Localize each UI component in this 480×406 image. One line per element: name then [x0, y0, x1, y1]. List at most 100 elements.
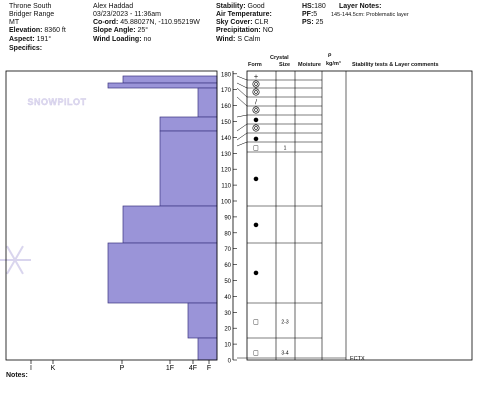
depth-hoar-icon — [252, 124, 260, 132]
depth-hoar-icon — [252, 80, 260, 88]
crystal-form: ● — [253, 270, 258, 277]
elevation: Elevation: 8360 ft — [9, 27, 66, 34]
crystal-form: □ — [253, 145, 259, 152]
layer-connector — [236, 82, 248, 89]
specifics-label: Specifics: — [9, 45, 43, 52]
hardness-label: I — [30, 365, 32, 372]
depth-label: 30 — [224, 311, 231, 317]
datetime: 03/23/2023 - 11:36am — [93, 11, 161, 18]
crystal-form: ● — [253, 117, 258, 124]
crystal-form: □ — [253, 350, 259, 357]
crystal-form: / — [255, 99, 258, 106]
depth-label: 10 — [224, 343, 231, 349]
crystal-form: ● — [253, 222, 258, 229]
depth-label: 40 — [224, 295, 231, 301]
depth-label: 20 — [224, 327, 231, 333]
hardness-bar — [107, 82, 218, 89]
rho-header: ρ — [328, 52, 332, 58]
layer-connector — [236, 87, 248, 98]
range: Bridger Range — [9, 11, 55, 18]
observer: Alex Haddad — [93, 3, 134, 10]
depth-hoar-icon — [252, 88, 260, 96]
crystal-size: 1 — [284, 146, 287, 152]
hs: HS:180 — [302, 3, 326, 10]
notes-label: Notes: — [6, 372, 28, 379]
hardness-bar — [122, 75, 218, 84]
state: MT — [9, 19, 20, 26]
depth-hoar-inner — [254, 90, 258, 94]
depth-label: 180 — [221, 72, 232, 78]
layer-connector — [236, 123, 248, 132]
slope-angle: Slope Angle: 25° — [93, 27, 149, 34]
depth-label: 90 — [224, 215, 231, 221]
crystal-size: 3-4 — [281, 351, 288, 357]
air-temperature: Air Temperature: — [216, 11, 272, 18]
crystal-size: 2-3 — [281, 320, 288, 326]
hardness-bar — [122, 205, 218, 244]
hardness-label: F — [207, 365, 211, 372]
hardness-bar — [187, 302, 218, 339]
depth-label: 150 — [221, 120, 232, 126]
hardness-label: 1F — [166, 365, 174, 372]
crystal-form: ● — [253, 136, 258, 143]
depth-label: 60 — [224, 263, 231, 269]
depth-hoar-inner — [254, 126, 258, 130]
hardness-label: 4F — [189, 365, 197, 372]
layer-connector — [236, 75, 248, 81]
pf: PF:5 — [302, 11, 318, 18]
depth-label: 80 — [224, 231, 231, 237]
coordinates: Co-ord: 45.88027N, -110.95219W — [93, 19, 200, 26]
snowflake-icon — [0, 245, 31, 275]
watermark-text: SNOWPILOT — [28, 97, 87, 107]
crystal-table-frame — [246, 70, 473, 361]
hardness-bar — [197, 87, 218, 118]
snowflake-arm — [6, 245, 24, 275]
layer-connector — [236, 114, 248, 118]
precipitation: Precipitation: NO — [216, 27, 274, 34]
stability-test-label: ECTX — [350, 356, 365, 362]
layer-connector — [236, 96, 248, 107]
layer-note: 145-144.5cm: Problematic layer — [331, 12, 409, 18]
depth-label: 110 — [221, 184, 231, 190]
hardness-label: P — [120, 365, 125, 372]
depth-hoar-icon — [252, 106, 260, 114]
hardness-bar — [107, 242, 218, 304]
depth-label: 160 — [221, 104, 232, 110]
density-unit-header: kg/m³ — [326, 61, 341, 67]
stability-tests-header: Stability tests & Layer comments — [352, 62, 439, 68]
hardness-bar — [159, 130, 218, 207]
depth-label: 100 — [221, 200, 232, 206]
crystal-form: ● — [253, 176, 258, 183]
hardness-frame — [5, 70, 218, 361]
hardness-bar — [197, 337, 218, 361]
size-header: Size — [279, 62, 291, 68]
wind-loading: Wind Loading: no — [93, 36, 152, 43]
crystal-form: + — [253, 74, 258, 81]
layer-connector — [236, 141, 248, 147]
depth-hoar-inner — [254, 82, 258, 86]
depth-label: 0 — [228, 359, 232, 365]
layer-notes-label: Layer Notes: — [339, 3, 382, 10]
sky-cover: Sky Cover: CLR — [216, 19, 269, 26]
ps: PS: 25 — [302, 19, 324, 26]
depth-hoar-inner — [254, 108, 258, 112]
depth-hoar-outer — [252, 88, 260, 96]
depth-label: 140 — [221, 136, 232, 142]
depth-label: 170 — [221, 88, 232, 94]
location: Throne South — [9, 3, 52, 10]
moisture-header: Moisture — [298, 62, 321, 68]
depth-hoar-outer — [252, 106, 260, 114]
stability: Stability: Good — [216, 3, 265, 10]
wind: Wind: S Calm — [216, 36, 261, 43]
depth-label: 70 — [224, 247, 231, 253]
crystal-form: □ — [253, 319, 259, 326]
form-header: Form — [248, 62, 262, 68]
crystal-header: Crystal — [270, 55, 289, 61]
depth-label: 50 — [224, 279, 231, 285]
aspect: Aspect: 191° — [9, 36, 52, 43]
hardness-label: K — [51, 365, 56, 372]
depth-label: 120 — [221, 168, 232, 174]
hardness-bar — [159, 116, 218, 132]
depth-label: 130 — [221, 152, 232, 158]
